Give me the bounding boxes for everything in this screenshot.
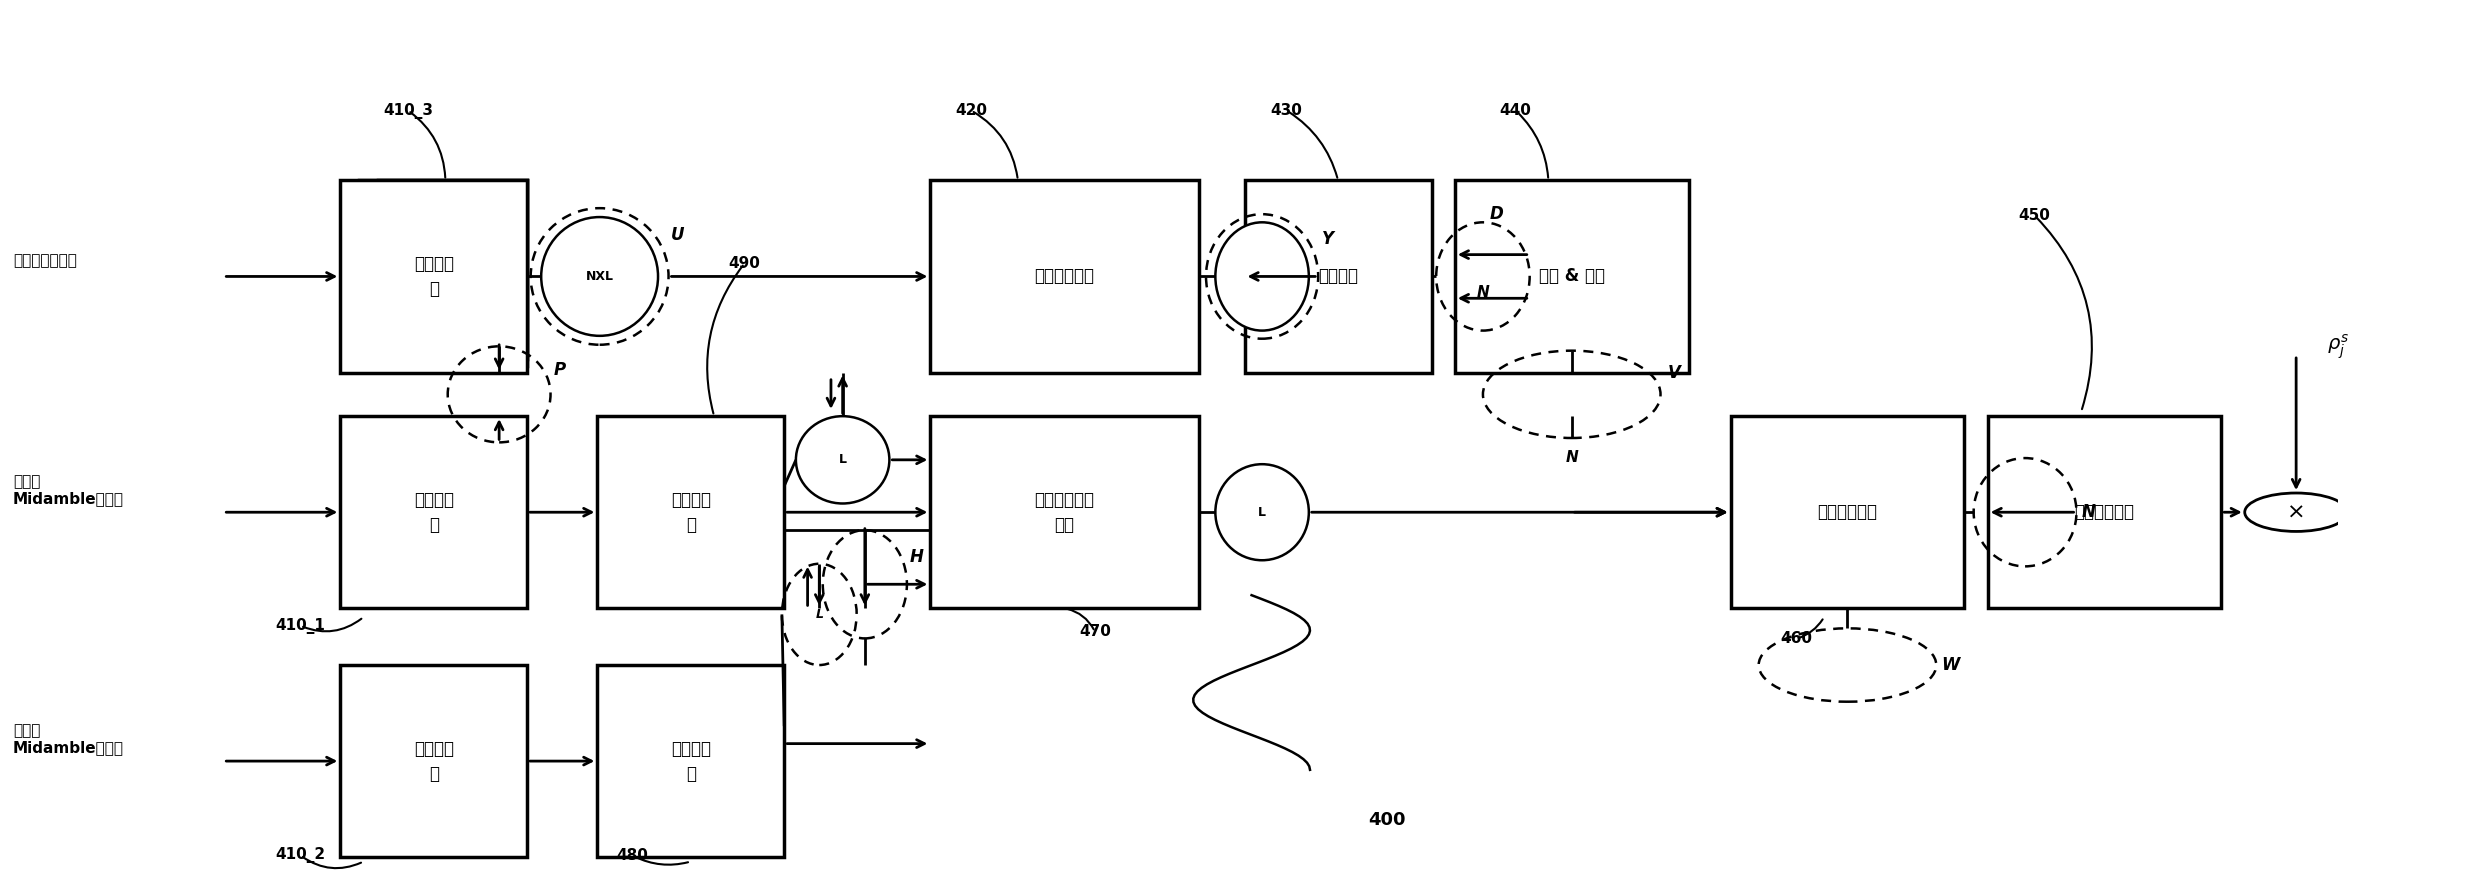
Text: 小区信号重构: 小区信号重构 bbox=[1817, 503, 1877, 521]
Text: 480: 480 bbox=[617, 848, 647, 863]
Text: 430: 430 bbox=[1272, 103, 1302, 118]
Text: 420: 420 bbox=[956, 103, 988, 118]
Text: 410_3: 410_3 bbox=[383, 102, 433, 118]
Bar bbox=[341, 416, 528, 608]
Text: 410_1: 410_1 bbox=[276, 618, 326, 633]
Text: Y: Y bbox=[1322, 230, 1334, 248]
Text: N: N bbox=[2081, 503, 2096, 521]
Text: 有效径检
测: 有效径检 测 bbox=[670, 491, 712, 533]
Text: 匹配滤波
器: 匹配滤波 器 bbox=[413, 739, 453, 782]
Text: 接收的
Midamble码部分: 接收的 Midamble码部分 bbox=[12, 723, 124, 755]
Text: $\rho_j^s$: $\rho_j^s$ bbox=[2327, 332, 2350, 361]
Bar bbox=[1244, 180, 1431, 372]
Bar bbox=[597, 416, 784, 608]
Text: 410_2: 410_2 bbox=[276, 847, 326, 864]
Text: V: V bbox=[1668, 364, 1680, 382]
Text: H: H bbox=[908, 548, 923, 566]
Text: 470: 470 bbox=[1080, 625, 1110, 639]
Bar bbox=[1730, 416, 1964, 608]
Text: 信道估计
器: 信道估计 器 bbox=[670, 739, 712, 782]
Text: 490: 490 bbox=[729, 256, 762, 271]
Text: 接收的数据部分: 接收的数据部分 bbox=[12, 252, 77, 268]
Text: NXL: NXL bbox=[585, 270, 615, 283]
Bar bbox=[358, 180, 528, 365]
Text: 调制 & 扩频: 调制 & 扩频 bbox=[1538, 267, 1605, 286]
Text: 产生信道冲激
响应: 产生信道冲激 响应 bbox=[1035, 491, 1095, 533]
Bar bbox=[597, 665, 784, 857]
Ellipse shape bbox=[1215, 464, 1309, 561]
Text: 匹配滤波
器: 匹配滤波 器 bbox=[413, 491, 453, 533]
Text: 匹配滤波
器: 匹配滤波 器 bbox=[413, 255, 453, 298]
Text: 激活码混合并: 激活码混合并 bbox=[2073, 503, 2136, 521]
Text: 460: 460 bbox=[1780, 632, 1812, 646]
Bar bbox=[341, 665, 528, 857]
Text: ×: × bbox=[2287, 502, 2305, 522]
Ellipse shape bbox=[796, 416, 889, 504]
Text: N: N bbox=[1566, 449, 1578, 464]
Text: 最大比合并器: 最大比合并器 bbox=[1035, 267, 1095, 286]
Bar bbox=[931, 180, 1200, 372]
Text: L: L bbox=[839, 454, 846, 466]
Bar bbox=[1989, 416, 2220, 608]
Bar bbox=[1456, 180, 1688, 372]
Text: 接收的
Midamble码部分: 接收的 Midamble码部分 bbox=[12, 474, 124, 506]
Text: D: D bbox=[1491, 205, 1503, 223]
Bar bbox=[931, 416, 1200, 608]
Text: 440: 440 bbox=[1501, 103, 1531, 118]
Text: N: N bbox=[1476, 286, 1488, 300]
Text: 450: 450 bbox=[2019, 208, 2051, 223]
Text: W: W bbox=[1941, 656, 1959, 674]
Bar bbox=[341, 180, 528, 372]
Text: U: U bbox=[672, 227, 684, 244]
Bar bbox=[378, 180, 528, 358]
Text: 400: 400 bbox=[1369, 811, 1406, 830]
Text: L: L bbox=[1257, 505, 1267, 519]
Text: P: P bbox=[555, 361, 565, 379]
Ellipse shape bbox=[540, 217, 657, 336]
Ellipse shape bbox=[1215, 223, 1309, 330]
Text: L: L bbox=[816, 608, 824, 621]
Text: 符号判决: 符号判决 bbox=[1319, 267, 1359, 286]
